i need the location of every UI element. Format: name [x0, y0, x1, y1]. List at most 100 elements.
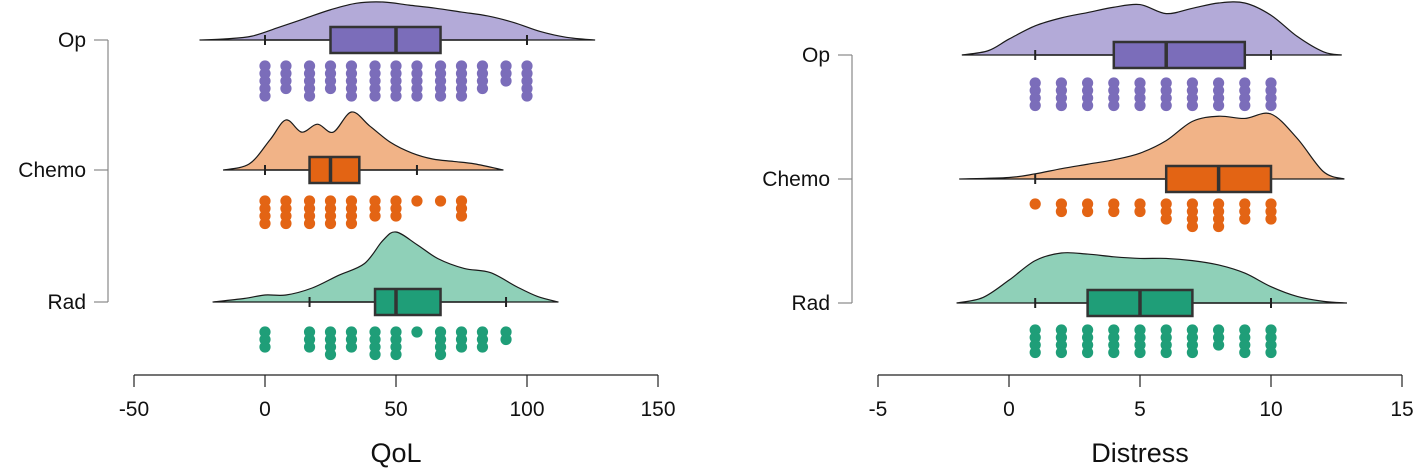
- data-point: [259, 90, 271, 102]
- data-point: [411, 90, 423, 102]
- data-point: [434, 195, 447, 207]
- distress-panel: Op Chemo Rad -5 0 5 10 15 Distress: [762, 1, 1414, 468]
- data-point: [411, 326, 423, 338]
- data-point: [521, 90, 533, 102]
- x-axis-title: QoL: [370, 438, 421, 468]
- data-point: [1134, 205, 1146, 218]
- data-point: [259, 217, 271, 230]
- data-point: [1082, 205, 1094, 218]
- data-point: [1186, 99, 1198, 112]
- data-point: [455, 90, 468, 102]
- x-tick-label: 5: [1134, 398, 1146, 421]
- data-point: [1108, 205, 1120, 218]
- data-point: [1265, 346, 1277, 359]
- density-cloud: [199, 1, 596, 41]
- data-point: [1082, 99, 1094, 112]
- x-tick-label: 15: [1390, 398, 1413, 421]
- x-tick-label: 0: [259, 398, 271, 421]
- density-cloud: [961, 1, 1342, 56]
- data-point: [324, 82, 337, 95]
- data-point: [500, 333, 512, 346]
- data-point: [390, 348, 402, 361]
- box-iqr: [1112, 40, 1247, 70]
- data-point: [1160, 213, 1172, 225]
- category-label: Chemo: [18, 159, 86, 182]
- box-iqr: [373, 287, 442, 317]
- x-tick-label: 50: [384, 398, 407, 421]
- data-point: [303, 90, 316, 102]
- data-point: [1160, 346, 1172, 359]
- data-point: [455, 341, 468, 353]
- data-point: [1213, 339, 1225, 351]
- density-cloud: [222, 111, 504, 171]
- data-point: [1134, 346, 1146, 359]
- category-label: Chemo: [762, 168, 830, 191]
- data-point: [434, 348, 447, 361]
- group-chemo: Chemo: [18, 111, 504, 230]
- data-point: [1239, 99, 1251, 112]
- group-op: Op: [802, 1, 1342, 112]
- x-tick-label: -50: [119, 398, 149, 421]
- data-point: [1239, 213, 1251, 225]
- x-tick-label: 10: [1259, 398, 1282, 421]
- data-point: [1186, 220, 1198, 233]
- data-point: [345, 217, 358, 230]
- x-tick-label: 100: [509, 398, 544, 421]
- x-tick-label: 0: [1003, 398, 1015, 421]
- data-point: [1213, 99, 1225, 112]
- data-point: [369, 348, 381, 361]
- box-iqr: [308, 155, 361, 185]
- density-cloud: [956, 252, 1348, 304]
- category-label: Op: [58, 29, 86, 52]
- data-point: [476, 82, 489, 95]
- data-point: [345, 341, 358, 353]
- data-point: [1055, 205, 1067, 218]
- data-point: [1160, 99, 1172, 112]
- data-point: [1029, 99, 1041, 112]
- data-point: [1108, 346, 1120, 359]
- x-tick-label: -5: [869, 398, 888, 421]
- data-point: [1213, 220, 1225, 233]
- data-point: [1265, 213, 1277, 225]
- x-tick-label: 150: [640, 398, 675, 421]
- density-cloud: [959, 112, 1345, 180]
- data-point: [390, 210, 402, 222]
- data-point: [369, 210, 381, 222]
- data-point: [1265, 99, 1277, 112]
- data-point: [259, 341, 271, 353]
- data-point: [1082, 346, 1094, 359]
- data-point: [345, 90, 358, 102]
- data-point: [411, 195, 423, 207]
- category-label: Op: [802, 44, 830, 67]
- data-point: [1055, 99, 1067, 112]
- data-point: [434, 90, 447, 102]
- data-point: [1055, 346, 1067, 359]
- data-point: [1029, 346, 1041, 359]
- group-rad: Rad: [47, 231, 559, 361]
- data-point: [455, 210, 468, 222]
- data-point: [303, 217, 316, 230]
- category-label: Rad: [791, 292, 830, 315]
- group-op: Op: [58, 1, 596, 102]
- data-point: [476, 341, 489, 353]
- data-point: [1239, 346, 1251, 359]
- data-point: [303, 341, 316, 353]
- data-point: [1186, 346, 1198, 359]
- data-point: [369, 90, 381, 102]
- data-point: [1029, 198, 1041, 210]
- x-axis-title: Distress: [1091, 438, 1189, 468]
- density-cloud: [212, 231, 559, 303]
- data-point: [324, 348, 337, 361]
- data-point: [324, 217, 337, 230]
- data-point: [280, 82, 292, 95]
- data-point: [390, 90, 402, 102]
- qol-panel: Op Chemo Rad -50 0 50 100 150 QoL: [18, 1, 676, 468]
- data-point: [1134, 99, 1146, 112]
- data-point: [500, 75, 512, 87]
- data-point: [1108, 99, 1120, 112]
- box-iqr: [329, 25, 442, 55]
- group-rad: Rad: [791, 252, 1348, 359]
- group-chemo: Chemo: [762, 112, 1345, 233]
- category-label: Rad: [47, 291, 86, 314]
